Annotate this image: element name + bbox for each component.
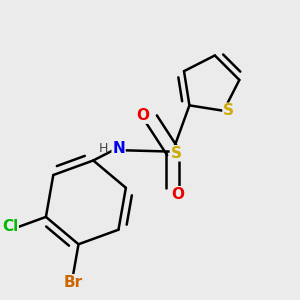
Text: Cl: Cl bbox=[2, 220, 18, 235]
Text: H: H bbox=[99, 142, 109, 155]
Text: S: S bbox=[223, 103, 234, 118]
Text: S: S bbox=[170, 146, 182, 161]
Text: O: O bbox=[171, 187, 184, 202]
Text: Br: Br bbox=[64, 275, 83, 290]
Text: N: N bbox=[112, 141, 125, 156]
Text: O: O bbox=[137, 108, 150, 123]
